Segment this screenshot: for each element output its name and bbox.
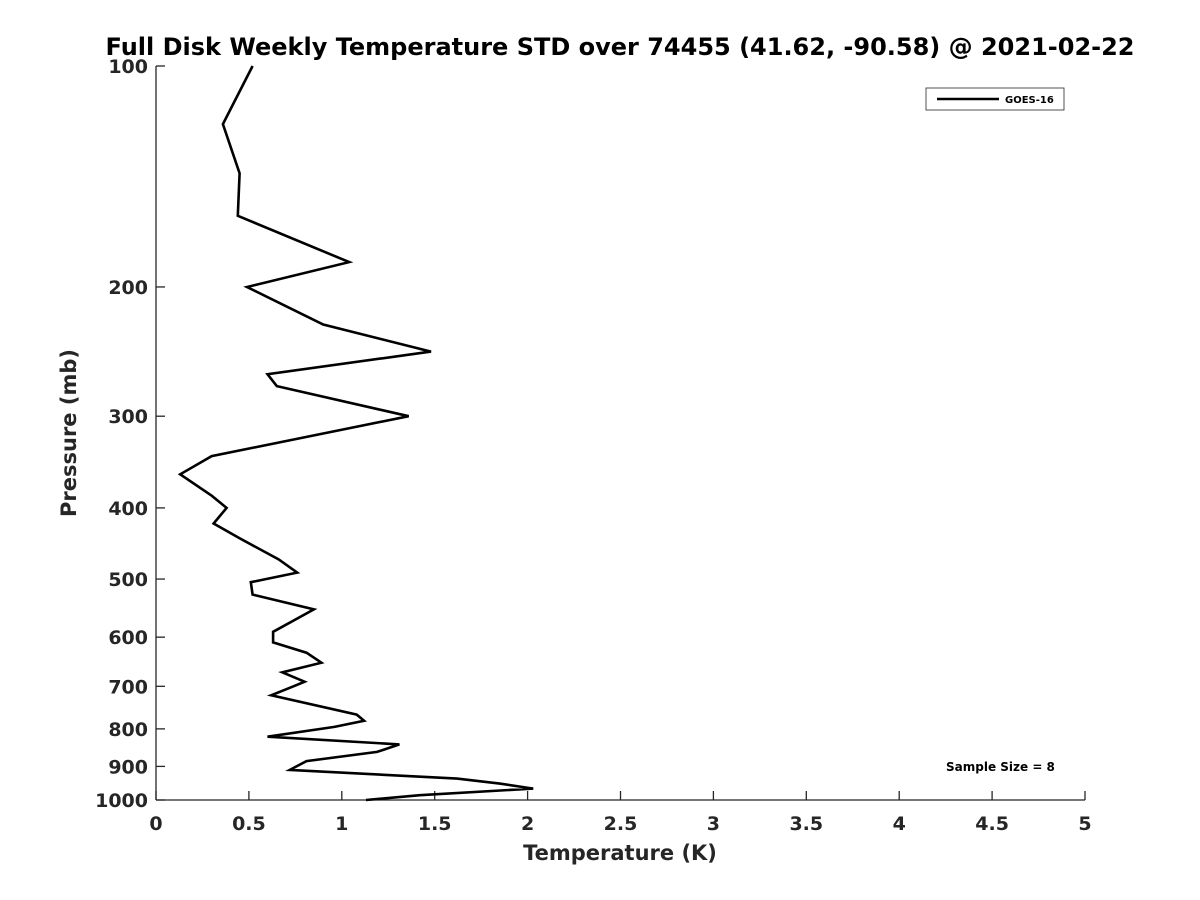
- x-tick-label: 0: [149, 813, 162, 835]
- x-tick-label: 3.5: [789, 813, 823, 835]
- y-tick-label: 700: [108, 676, 148, 698]
- x-tick-label: 3: [707, 813, 720, 835]
- y-axis-label: Pressure (mb): [57, 349, 81, 517]
- legend: GOES-16: [925, 87, 1065, 111]
- y-tick-label: 800: [108, 719, 148, 741]
- x-tick-label: 4.5: [975, 813, 1009, 835]
- chart-title: Full Disk Weekly Temperature STD over 74…: [106, 33, 1135, 61]
- plot-area: 0 0.5 1 1.5 2 2.5 3 3.5 4 4.5 5 100 200 300 400 500 600…: [95, 56, 1092, 835]
- x-tick-label: 2.5: [604, 813, 638, 835]
- x-axis-ticks: 0 0.5 1 1.5 2 2.5 3 3.5 4 4.5 5: [149, 791, 1092, 835]
- x-tick-label: 4: [893, 813, 906, 835]
- y-tick-label: 300: [108, 406, 148, 428]
- x-tick-label: 1: [335, 813, 348, 835]
- y-tick-label: 1000: [95, 790, 148, 812]
- y-axis-ticks: 100 200 300 400 500 600 700 800 900 1000: [95, 56, 165, 812]
- x-tick-label: 2: [521, 813, 534, 835]
- sample-size-annotation: Sample Size = 8: [946, 760, 1055, 774]
- y-tick-label: 100: [108, 56, 148, 78]
- x-tick-label: 1.5: [418, 813, 452, 835]
- y-tick-label: 600: [108, 627, 148, 649]
- x-tick-label: 5: [1078, 813, 1091, 835]
- y-tick-label: 400: [108, 498, 148, 520]
- x-axis-label: Temperature (K): [523, 841, 717, 865]
- y-tick-label: 900: [108, 756, 148, 778]
- y-tick-label: 200: [108, 277, 148, 299]
- y-tick-label: 500: [108, 569, 148, 591]
- x-tick-label: 0.5: [232, 813, 266, 835]
- legend-entry-goes-16: GOES-16: [1005, 95, 1054, 106]
- series-line-goes-16: [177, 65, 534, 802]
